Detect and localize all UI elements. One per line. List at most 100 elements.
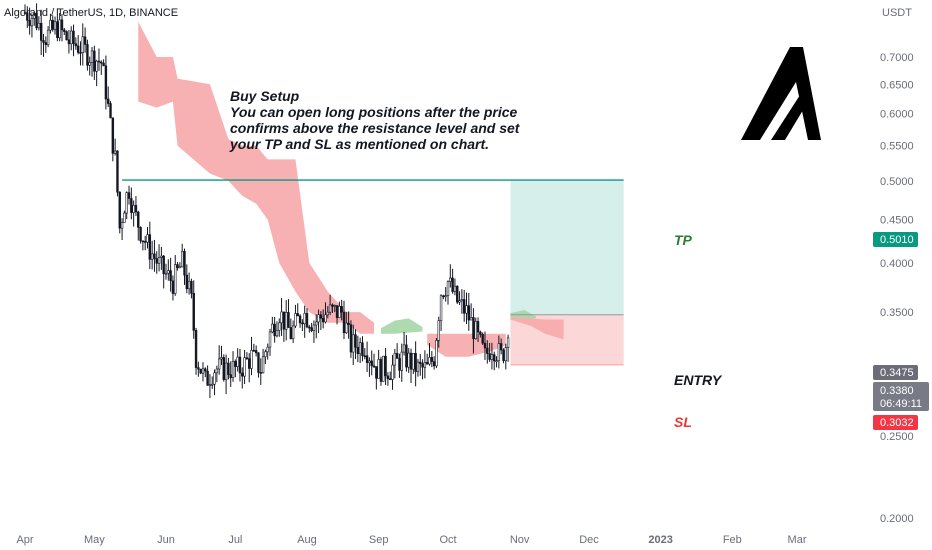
candle-up	[178, 266, 182, 269]
candle-down	[282, 311, 286, 330]
candle-up	[490, 354, 494, 360]
candle-down	[472, 317, 475, 340]
candle-up	[280, 311, 283, 324]
candle-down	[60, 19, 64, 31]
candle-up	[88, 62, 91, 66]
candle-up	[393, 353, 397, 366]
candle-down	[425, 362, 429, 365]
candle-up	[460, 299, 464, 302]
candle-up	[113, 150, 117, 154]
candle-down	[171, 280, 175, 294]
candle-up	[315, 321, 318, 326]
candle-up	[58, 19, 61, 39]
position-zones	[510, 180, 624, 365]
candle-down	[194, 330, 198, 368]
note-line-4: your TP and SL as mentioned on chart.	[229, 136, 489, 152]
candle-up	[33, 12, 36, 19]
candle-down	[273, 323, 276, 337]
note-line-3: confirms above the resistance level and …	[230, 120, 521, 136]
candle-down	[183, 250, 186, 276]
candle-down	[301, 322, 304, 325]
candle-down	[340, 306, 343, 313]
candle-up	[250, 349, 253, 369]
note-line-1: Buy Setup	[230, 88, 300, 104]
candle-down	[254, 350, 258, 354]
time-axis[interactable]: Apr May Jun Jul Aug Sep Oct Nov Dec 2023 Feb Mar	[16, 534, 806, 546]
candle-up	[174, 264, 177, 294]
candle-up	[187, 280, 191, 290]
candle-down	[467, 305, 471, 321]
candle-up	[125, 192, 128, 214]
candle-up	[437, 320, 440, 341]
candle-down	[375, 366, 378, 379]
candle-down	[379, 359, 383, 382]
badge-countdown-text: 06:49:11	[880, 398, 922, 410]
ichimoku-cloud	[138, 21, 564, 357]
candle-up	[506, 337, 510, 348]
candle-down	[23, 12, 27, 14]
candle-down	[310, 327, 313, 331]
candle-up	[465, 305, 468, 314]
candle-up	[46, 29, 50, 45]
y-tick-label: 0.6500	[880, 79, 914, 91]
x-tick-label: Jun	[157, 534, 175, 546]
candle-down	[365, 355, 369, 363]
cloud-bearish	[138, 21, 375, 334]
y-tick-label: 0.7000	[880, 52, 914, 64]
candle-up	[368, 360, 371, 363]
x-tick-label: Dec	[579, 534, 599, 546]
candle-up	[215, 368, 219, 374]
candle-up	[317, 314, 320, 323]
candle-up	[224, 362, 228, 380]
y-tick-label: 0.2500	[880, 431, 914, 443]
candle-up	[439, 295, 443, 322]
candle-up	[312, 324, 316, 331]
badge-sl: 0.3032	[873, 415, 918, 430]
badge-tp: 0.5010	[873, 232, 918, 247]
candle-up	[81, 36, 84, 53]
candle-down	[421, 363, 424, 368]
candle-down	[137, 211, 140, 228]
candle-up	[213, 372, 216, 385]
candle-up	[446, 281, 450, 296]
candle-up	[271, 323, 274, 333]
candle-up	[412, 353, 415, 370]
candle-up	[352, 334, 355, 353]
candle-up	[123, 212, 126, 223]
candle-down	[72, 30, 75, 44]
candle-down	[308, 326, 311, 329]
candle-down	[100, 61, 103, 64]
candle-down	[199, 368, 202, 374]
candle-down	[222, 357, 225, 380]
price-axis[interactable]: USDT 0.7000 0.6500 0.6000 0.5500 0.5000 0.450…	[880, 7, 914, 525]
x-tick-label: May	[84, 534, 105, 546]
sl-label: SL	[674, 414, 692, 430]
candle-up	[37, 22, 41, 29]
candle-down	[139, 227, 142, 242]
candle-up	[95, 60, 98, 72]
candle-down	[305, 313, 309, 328]
badge-entry-text: 0.3475	[880, 367, 914, 379]
candle-down	[432, 361, 436, 367]
candle-up	[268, 331, 272, 348]
candle-up	[53, 21, 57, 30]
candle-down	[229, 374, 232, 378]
candle-down	[116, 150, 119, 193]
candle-up	[217, 358, 221, 370]
candle-up	[435, 340, 438, 367]
candle-up	[70, 30, 73, 45]
candle-down	[127, 192, 131, 199]
candle-down	[298, 315, 302, 324]
cloud-bullish-future	[510, 309, 536, 319]
candle-down	[65, 31, 68, 41]
candle-up	[208, 384, 212, 387]
candle-up	[90, 50, 94, 63]
candle-down	[51, 19, 54, 30]
candle-down	[190, 280, 193, 294]
candle-down	[462, 299, 466, 314]
candle-up	[326, 311, 330, 316]
candle-down	[486, 347, 489, 354]
tp-label: TP	[674, 232, 693, 248]
candle-up	[377, 359, 380, 379]
